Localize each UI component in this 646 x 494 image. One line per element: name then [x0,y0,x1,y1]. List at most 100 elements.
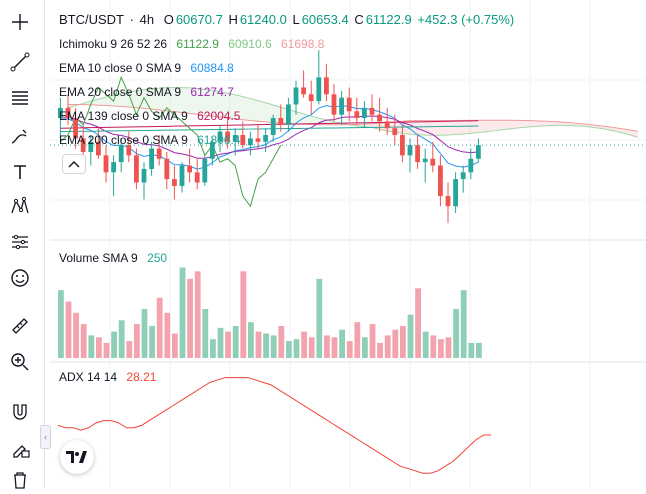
ichimoku-cloud [144,88,152,110]
indicator-value: 61122.9 [176,37,219,51]
volume-bar [445,337,452,358]
volume-bar [210,339,216,358]
legend-ema-20[interactable]: EMA 20 close 0 SMA 9 61274.7 [59,85,234,99]
chevron-up-icon [68,161,80,168]
ichimoku-cloud [501,120,509,130]
separator: · [129,12,134,27]
candle-body [346,97,352,112]
close-label: C [354,12,364,27]
symbol-header: BTC/USDT · 4h O 60670.7 H 61240.0 L 60653.4… [59,12,516,27]
zoom-in-icon[interactable] [6,348,34,376]
indicator-value: 62004.5 [197,109,241,123]
candle-body [438,165,443,197]
volume-bar [460,290,467,358]
candle-body [369,107,375,115]
fib-retracement-icon[interactable] [6,84,34,112]
volume-bar [88,335,95,358]
magnet-icon[interactable] [6,398,34,426]
volume-bar [407,314,414,358]
ichimoku-cloud [470,120,479,134]
volume-bar [392,329,399,358]
volume-bar [126,341,133,358]
low-value: 60653.4 [301,12,349,27]
volume-bar [400,325,406,358]
volume-bar [240,271,247,358]
forecast-icon[interactable] [6,228,34,256]
tradingview-logo[interactable] [60,440,94,474]
brush-icon[interactable] [6,122,34,150]
candle-body [270,118,276,135]
trendline-icon[interactable] [6,48,34,76]
ichimoku-cloud [524,120,532,128]
volume-bar [96,337,102,358]
price-chart[interactable] [50,0,646,488]
indicator-value: 28.21 [126,370,157,384]
high-value: 61240.0 [239,12,287,27]
indicator-label: EMA 139 close 0 SMA 9 [59,109,188,123]
volume-bar [415,288,421,358]
candle-body [149,148,154,169]
volume-bar [202,309,209,358]
collapse-legend-button[interactable] [62,154,86,174]
volume-bar [187,278,193,358]
indicator-value: 61806.4 [197,133,241,147]
volume-bar [286,341,292,358]
candle-body [96,141,101,156]
indicator-value: 250 [147,251,168,265]
tv-logo-icon [66,451,87,463]
ema-200-line [60,125,479,133]
ichimoku-cloud [151,88,160,110]
candle-body [263,135,268,142]
volume-bar [316,278,323,358]
legend-ema-139[interactable]: EMA 139 close 0 SMA 9 62004.5 [59,109,240,123]
collapse-toolbar-handle[interactable]: ‹ [40,425,51,449]
ichimoku-cloud [182,87,190,114]
volume-bar [278,325,285,358]
volume-bar [217,327,224,358]
ichimoku-cloud [121,92,129,108]
ichimoku-cloud [235,94,243,120]
ema-139-line [60,120,479,129]
volume-bar [134,324,140,358]
candle-body [210,141,215,159]
candle-body [80,138,86,152]
ichimoku-cloud [106,95,114,106]
legend-ema-10[interactable]: EMA 10 close 0 SMA 9 60884.8 [59,61,234,75]
chart-area[interactable]: BTC/USDT · 4h O 60670.7 H 61240.0 L 60653.4… [50,0,646,488]
indicator-value: 60910.6 [228,37,272,51]
candle-body [172,179,177,186]
candle-body [225,131,230,142]
candle-body [73,118,78,139]
legend-ema-200[interactable]: EMA 200 close 0 SMA 9 61806.4 [59,133,240,147]
ichimoku-cloud [159,87,167,111]
trash-icon[interactable] [6,466,34,494]
ichimoku-cloud [539,120,547,127]
ichimoku-cloud [448,120,456,135]
volume-bar [65,301,72,358]
candle-body [156,148,162,159]
candle-body [384,121,390,129]
ema-20-line [60,115,479,159]
legend-volume[interactable]: Volume SMA 9 250 [59,251,167,265]
ichimoku-cloud [478,120,486,133]
legend-ichimoku[interactable]: Ichimoku 9 26 52 26 61122.9 60910.6 6169… [59,37,324,51]
interval: 4h [139,12,155,27]
ichimoku-cloud [258,100,266,122]
emoji-icon[interactable] [6,264,34,292]
candle-body [217,131,223,142]
volume-bar [308,337,315,358]
pattern-icon[interactable] [6,192,34,220]
indicator-label: Ichimoku 9 26 52 26 [59,37,168,51]
ruler-icon[interactable] [6,312,34,340]
legend-adx[interactable]: ADX 14 14 28.21 [59,370,156,384]
crosshair-icon[interactable] [6,8,34,36]
text-icon[interactable] [6,158,34,186]
indicator-value: 61274.7 [190,85,234,99]
ichimoku-cloud [432,120,441,136]
ichimoku-cloud [303,113,312,125]
candle-body [278,118,284,125]
ichimoku-cloud [242,96,251,121]
lock-drawing-icon[interactable] [6,434,34,462]
candle-body [407,145,413,156]
ichimoku-span-a [67,87,639,138]
